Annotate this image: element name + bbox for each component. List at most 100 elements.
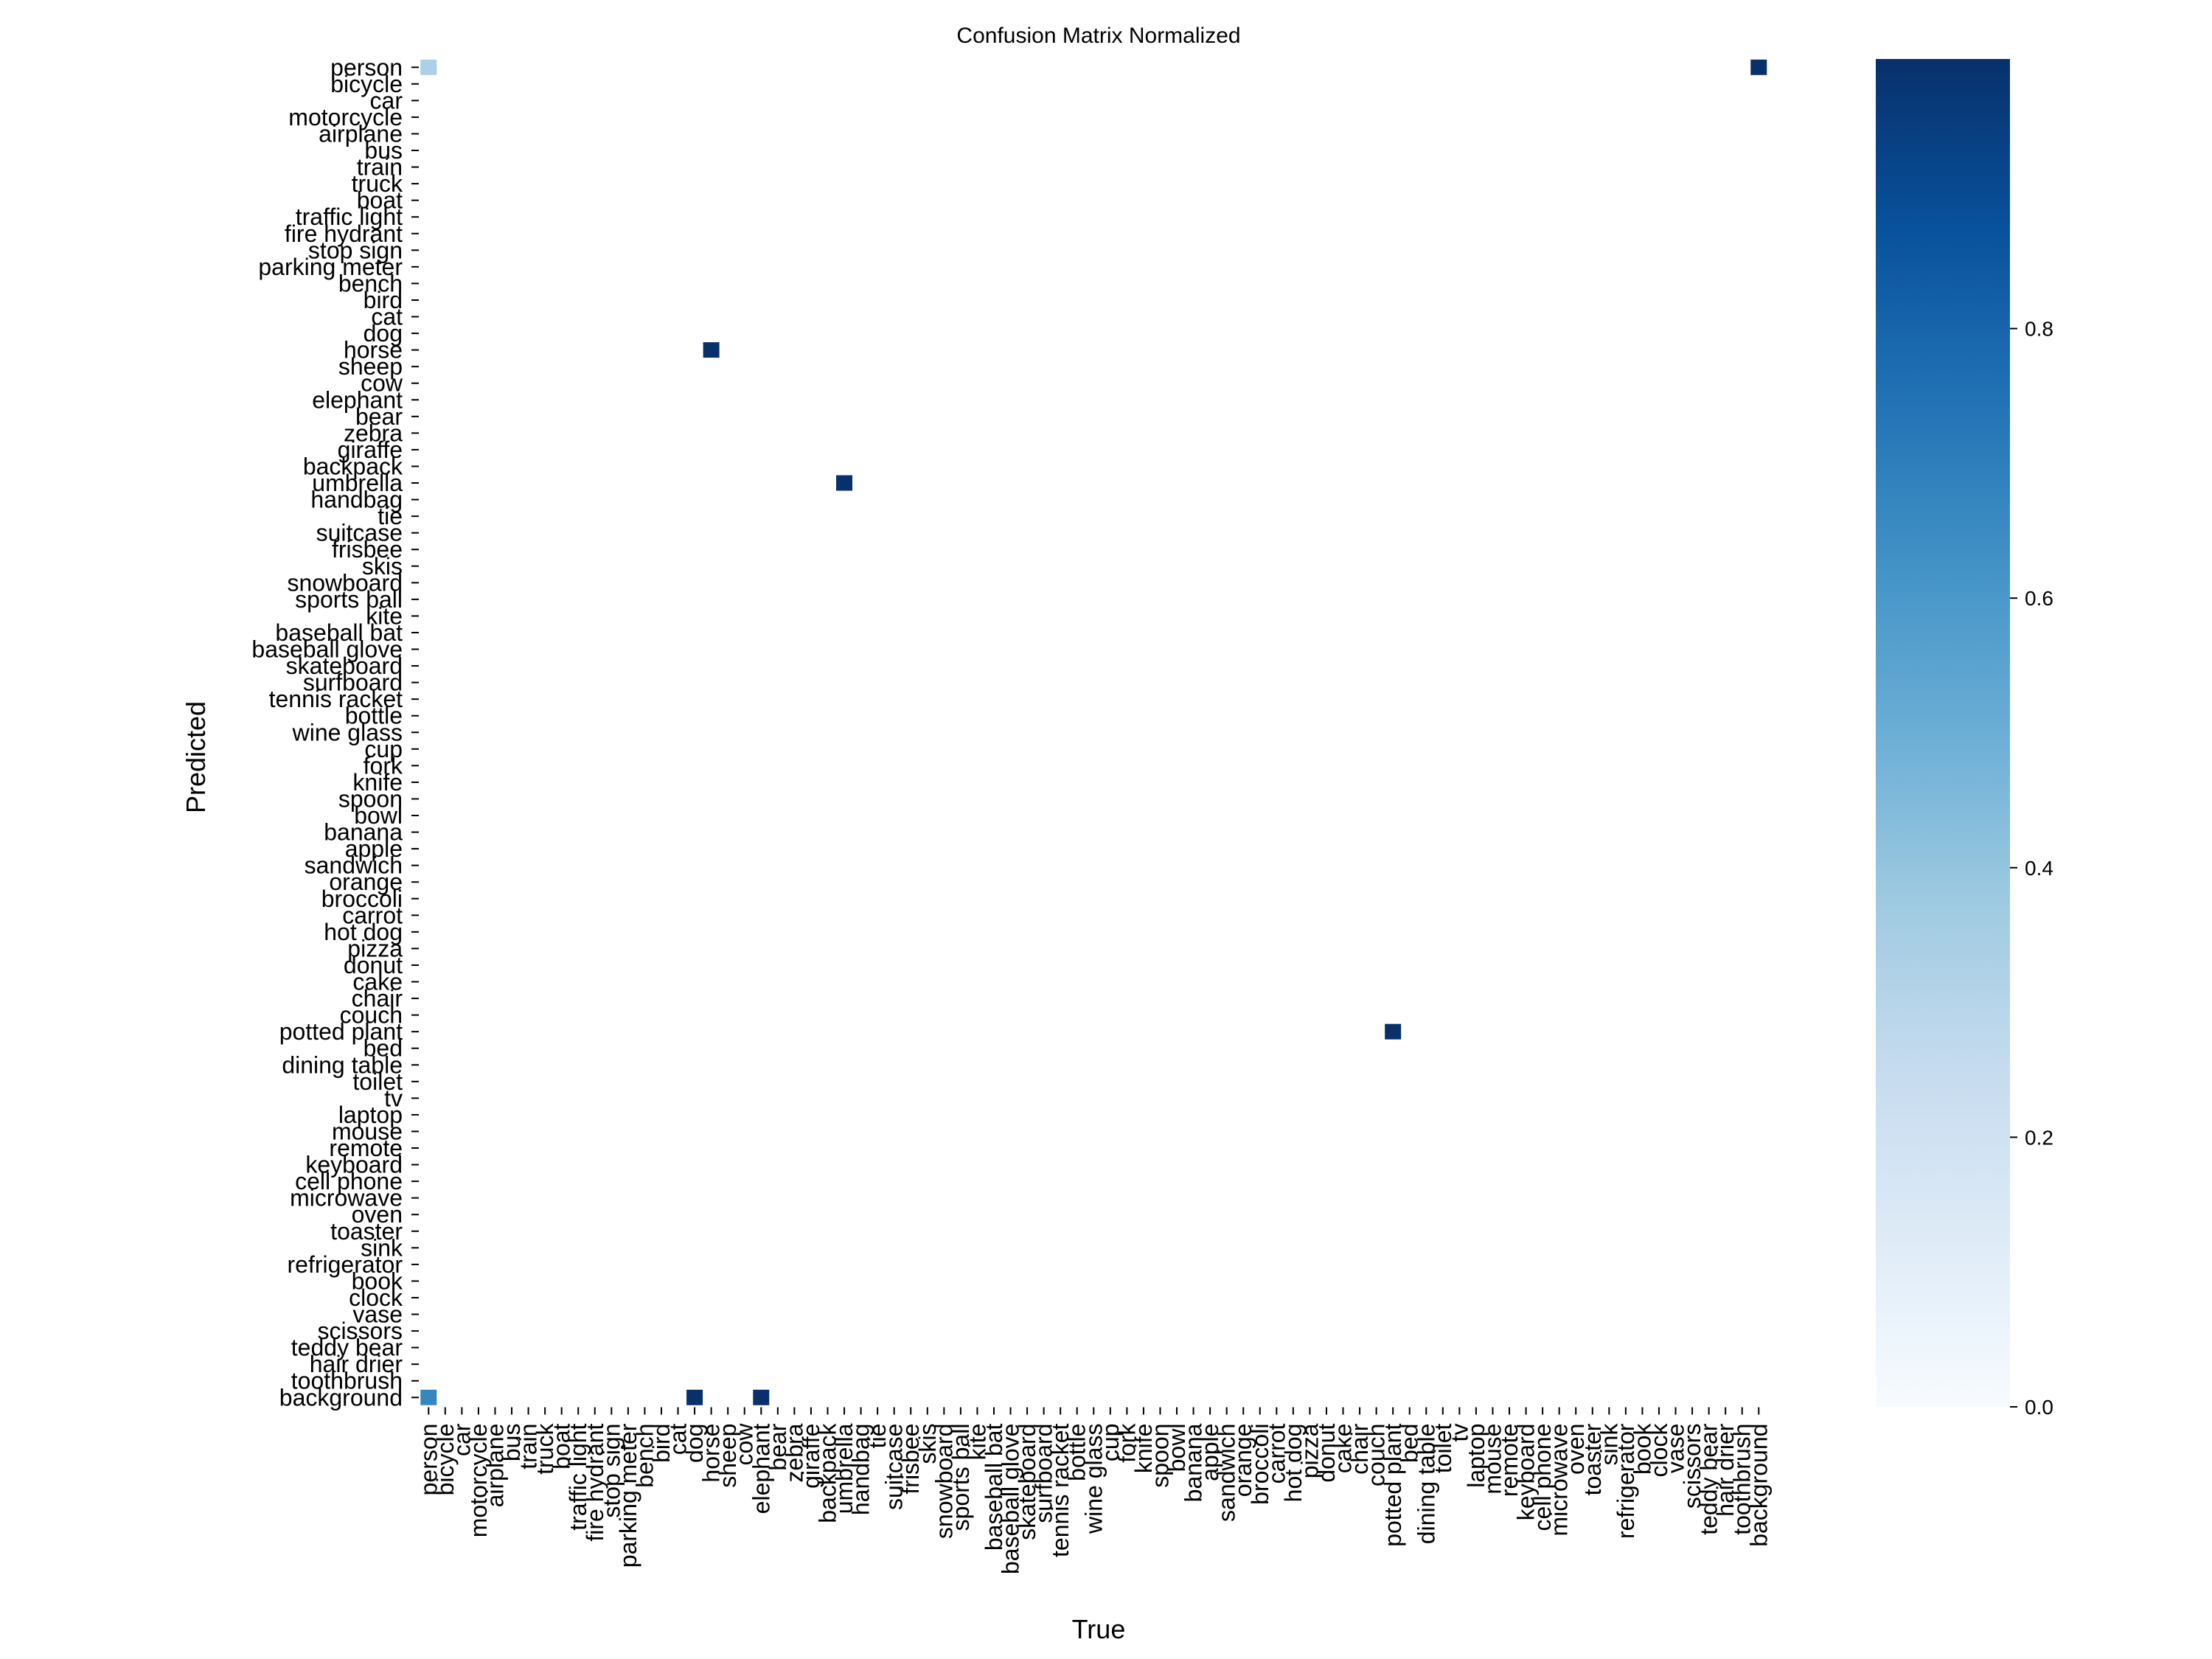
x-tick-label: elephant: [748, 1423, 774, 1514]
x-tick-label: bicycle: [432, 1424, 459, 1496]
x-tick-label: oven: [1562, 1424, 1589, 1475]
x-tick-label: banana: [1180, 1423, 1207, 1502]
x-tick-label: orange: [1230, 1424, 1256, 1498]
x-tick-label: tennis racket: [1047, 1423, 1074, 1557]
x-tick-label: backpack: [814, 1423, 841, 1523]
y-tick-label: person: [330, 54, 403, 80]
heatmap-cell: [420, 59, 437, 75]
heatmap-cell: [836, 475, 853, 491]
x-tick-label: dog: [681, 1424, 708, 1463]
x-tick-label: tv: [1446, 1424, 1472, 1442]
y-tick-label: cow: [361, 370, 403, 397]
y-tick-label: sheep: [338, 353, 403, 380]
x-tick-label: bowl: [1164, 1424, 1190, 1472]
y-tick-label: hair drier: [310, 1351, 403, 1377]
x-tick-label: carrot: [1263, 1423, 1290, 1484]
colorbar-tick-label: 0.8: [2025, 318, 2053, 341]
x-tick-label: tie: [864, 1424, 891, 1449]
x-tick-label: keyboard: [1513, 1424, 1540, 1521]
heatmap-cell: [703, 342, 720, 358]
x-tick-label: skateboard: [1014, 1424, 1040, 1540]
heatmap-cell: [420, 1389, 437, 1405]
colorbar-tick-label: 0.0: [2025, 1396, 2053, 1419]
colorbar-tick-label: 0.2: [2025, 1126, 2053, 1149]
y-tick-label: tennis racket: [269, 686, 403, 712]
x-tick-label: sports ball: [947, 1424, 974, 1531]
x-tick-label: cat: [665, 1423, 692, 1455]
y-tick-label: keyboard: [305, 1152, 403, 1178]
x-tick-label: laptop: [1463, 1424, 1489, 1488]
x-tick-label: person: [415, 1424, 442, 1496]
y-tick-label: sink: [361, 1234, 403, 1261]
x-tick-label: microwave: [1546, 1424, 1573, 1537]
y-tick-label: scissors: [317, 1318, 403, 1344]
y-axis-ticks: personbicyclecarmotorcycleairplanebustra…: [251, 54, 419, 1411]
x-tick-label: giraffe: [798, 1424, 824, 1489]
y-tick-label: zebra: [344, 420, 403, 446]
y-tick-label: remote: [329, 1135, 403, 1161]
y-tick-label: cat: [371, 304, 403, 330]
x-tick-label: chair: [1346, 1423, 1373, 1475]
x-tick-label: airplane: [481, 1424, 508, 1508]
x-axis-ticks: personbicyclecarmotorcycleairplanebustra…: [415, 1407, 1772, 1574]
x-tick-label: parking meter: [615, 1423, 641, 1568]
y-tick-label: vase: [352, 1301, 403, 1328]
y-tick-label: umbrella: [312, 470, 403, 496]
y-tick-label: sandwich: [305, 852, 403, 879]
heatmap-cell: [753, 1389, 770, 1405]
y-tick-label: baseball glove: [251, 636, 403, 663]
y-tick-label: donut: [344, 952, 403, 978]
y-tick-label: chair: [352, 985, 403, 1012]
x-tick-label: fire hydrant: [582, 1423, 608, 1541]
x-tick-label: hot dog: [1280, 1424, 1307, 1503]
x-tick-label: cake: [1330, 1424, 1357, 1474]
y-tick-label: backpack: [303, 453, 403, 479]
y-tick-label: dog: [364, 320, 403, 347]
heatmap-cell: [686, 1389, 703, 1405]
y-tick-label: fork: [364, 752, 403, 779]
x-tick-label: refrigerator: [1613, 1423, 1639, 1539]
y-tick-label: bed: [364, 1035, 403, 1062]
y-tick-label: bowl: [354, 802, 403, 829]
y-tick-label: bicycle: [330, 71, 403, 97]
x-tick-label: skis: [914, 1424, 941, 1464]
x-tick-label: teddy bear: [1696, 1423, 1722, 1535]
y-tick-label: airplane: [319, 120, 403, 147]
x-tick-label: surfboard: [1031, 1424, 1057, 1523]
y-tick-label: motorcycle: [288, 104, 403, 131]
x-tick-label: sheep: [714, 1424, 741, 1488]
colorbar-tick-label: 0.4: [2025, 857, 2053, 880]
colorbar-tick-label: 0.6: [2025, 587, 2053, 610]
x-tick-label: handbag: [848, 1424, 874, 1516]
y-tick-label: tie: [378, 503, 403, 529]
y-tick-label: fire hydrant: [285, 220, 403, 247]
chart-title: Confusion Matrix Normalized: [956, 24, 1240, 48]
x-tick-label: mouse: [1479, 1424, 1506, 1495]
y-tick-label: tv: [384, 1085, 403, 1111]
y-tick-label: kite: [366, 602, 403, 629]
y-tick-label: truck: [352, 170, 403, 197]
y-tick-label: banana: [324, 819, 403, 846]
y-tick-label: knife: [352, 769, 403, 796]
x-tick-label: donut: [1313, 1423, 1340, 1482]
y-tick-label: skateboard: [286, 653, 403, 679]
x-tick-label: dining table: [1413, 1424, 1439, 1545]
x-tick-label: knife: [1130, 1424, 1157, 1474]
y-tick-label: apple: [345, 835, 403, 862]
x-tick-label: toothbrush: [1729, 1424, 1756, 1535]
y-tick-label: sports ball: [295, 586, 403, 613]
x-tick-label: train: [515, 1424, 542, 1470]
x-tick-label: sink: [1596, 1423, 1622, 1466]
y-tick-label: horse: [344, 337, 403, 364]
x-tick-label: bottle: [1064, 1424, 1091, 1481]
y-tick-label: train: [357, 154, 403, 181]
colorbar-ticks: 0.0 0.2 0.4 0.6 0.8: [2010, 318, 2053, 1419]
x-tick-label: umbrella: [831, 1423, 858, 1514]
x-tick-label: car: [448, 1423, 475, 1456]
x-tick-label: kite: [964, 1424, 990, 1461]
y-tick-label: orange: [329, 869, 403, 895]
y-tick-label: background: [279, 1384, 403, 1411]
heatmap-cell: [1750, 59, 1767, 75]
x-tick-label: bird: [648, 1424, 675, 1463]
y-tick-label: toaster: [330, 1218, 403, 1245]
